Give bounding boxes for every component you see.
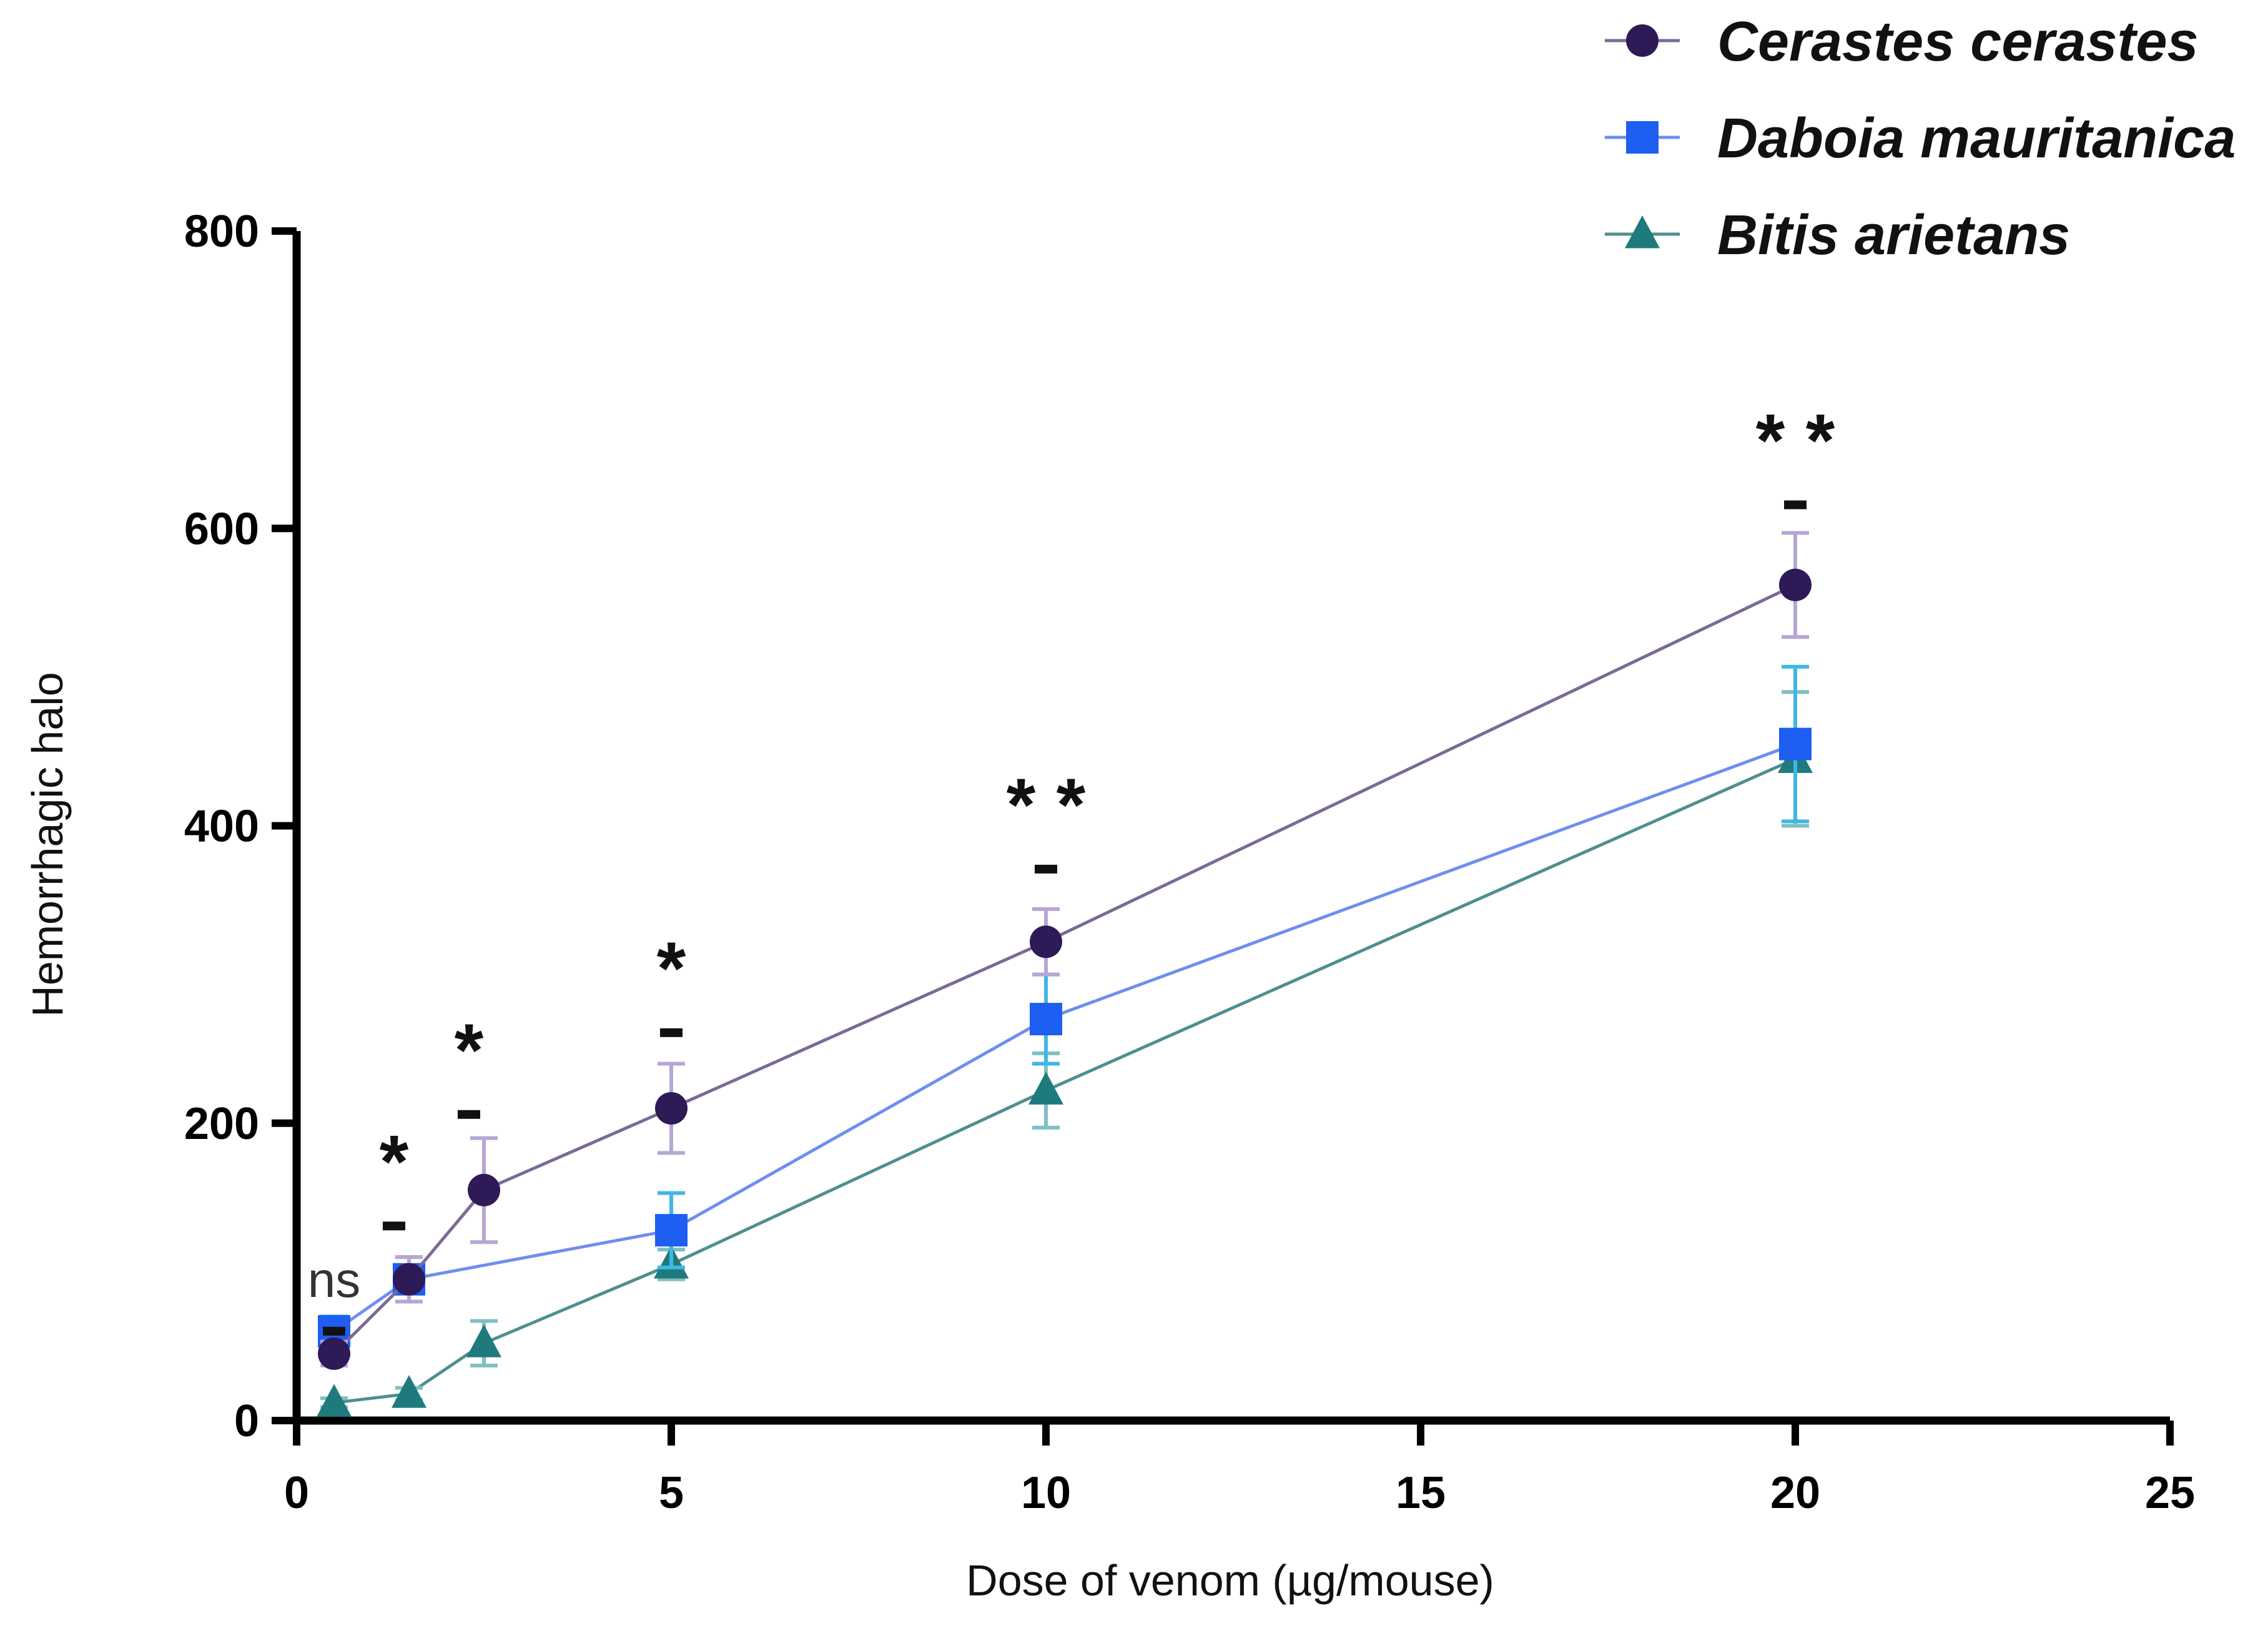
significance-annotation: * * [1007, 763, 1086, 874]
y-tick-label: 200 [184, 1099, 259, 1149]
y-tick-label: 800 [184, 207, 259, 257]
significance-label: * [657, 927, 686, 1010]
significance-dash [660, 1028, 683, 1037]
series-layer [317, 531, 1813, 1417]
y-tick-label: 0 [234, 1396, 259, 1446]
significance-dash [323, 1326, 345, 1336]
significance-dash [1784, 500, 1807, 510]
x-tick-label: 5 [659, 1468, 684, 1518]
data-point [466, 1324, 501, 1357]
legend-marker [1626, 121, 1659, 154]
axes-layer: 0 200 400 600 800 0 5 10 15 20 25 [184, 207, 2195, 1518]
series-line [333, 583, 1797, 1355]
x-tick-label: 20 [1770, 1468, 1820, 1518]
significance-annotation: * [455, 1008, 484, 1119]
y-tick-label: 400 [184, 802, 259, 852]
data-point [1030, 1003, 1062, 1036]
legend: Cerastes cerastes Daboia mauritanica Bitis… [1605, 11, 2236, 267]
data-point [318, 1337, 350, 1370]
legend-label: Cerastes cerastes [1717, 11, 2199, 73]
significance-dash [383, 1221, 405, 1231]
legend-item: Bitis arietans [1605, 204, 2070, 267]
data-point [1779, 727, 1812, 761]
y-axis-title: Hemorrhagic halo [23, 672, 72, 1017]
legend-marker [1626, 24, 1659, 57]
legend-marker [1625, 215, 1660, 249]
x-tick-label: 0 [284, 1468, 309, 1518]
significance-label: ns [308, 1252, 361, 1308]
data-point [468, 1173, 500, 1206]
y-tick-label: 600 [184, 504, 259, 554]
significance-label: * * [1007, 763, 1086, 847]
data-point [1030, 925, 1062, 958]
data-point [655, 1091, 688, 1125]
x-axis-title: Dose of venom (µg/mouse) [966, 1556, 1494, 1605]
legend-item: Daboia mauritanica [1605, 107, 2236, 170]
series-line [333, 757, 1797, 1404]
legend-label: Bitis arietans [1717, 204, 2070, 267]
series-circle [318, 531, 1812, 1370]
significance-dash [1035, 864, 1057, 874]
data-point [393, 1263, 425, 1296]
significance-annotation: ns [308, 1252, 361, 1336]
x-tick-label: 15 [1396, 1468, 1446, 1518]
significance-annotation: * [380, 1120, 409, 1231]
data-point [392, 1375, 426, 1408]
significance-annotation: * [657, 927, 686, 1037]
significance-label: * [455, 1008, 484, 1092]
significance-label: * * [1756, 398, 1835, 482]
significance-annotation: * * [1756, 398, 1835, 510]
legend-item: Cerastes cerastes [1605, 11, 2199, 73]
data-point [317, 1384, 352, 1417]
significance-dash [458, 1110, 480, 1119]
annotations-layer: ns * * * * * * * [308, 398, 1835, 1336]
significance-label: * [380, 1120, 409, 1203]
data-point [1779, 568, 1812, 601]
legend-label: Daboia mauritanica [1717, 107, 2236, 170]
x-tick-label: 10 [1021, 1468, 1071, 1518]
x-tick-label: 25 [2145, 1468, 2195, 1518]
data-point [1028, 1072, 1063, 1105]
data-point [655, 1214, 688, 1247]
